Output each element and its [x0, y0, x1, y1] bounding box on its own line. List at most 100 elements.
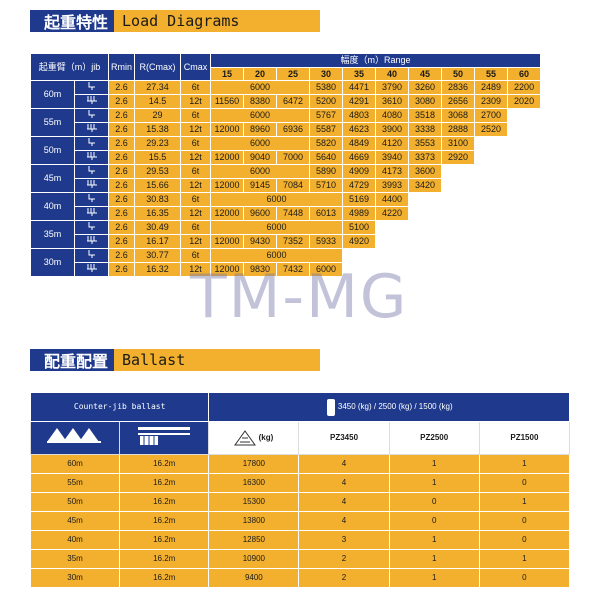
rmin-cell: 2.6	[108, 220, 136, 235]
load-row: 2.6 16.17 12t 12000 9430 7352 5933 4920	[31, 234, 542, 249]
load-value-cell: 2836	[441, 80, 476, 95]
rcmax-cell: 29	[134, 108, 182, 123]
empty-cell	[441, 178, 476, 193]
rmin-cell: 2.6	[108, 122, 136, 137]
load-row: 2.6 16.35 12t 12000 9600 7448 6013 4989 4220	[31, 206, 542, 221]
ballast-jib-cell: 30m	[29, 568, 121, 588]
load-value-cell: 2888	[441, 122, 476, 137]
hook-4-fall-icon	[73, 206, 110, 221]
range-header-50: 50	[441, 67, 476, 81]
cmax-cell: 6t	[180, 192, 212, 207]
load-value-cell: 6936	[276, 122, 311, 137]
jib-truss-icon	[47, 428, 102, 443]
rcmax-cell: 16.17	[134, 234, 182, 249]
load-value-cell: 2309	[474, 94, 509, 109]
load-row: 2.6 16.32 12t 12000 9830 7432 6000	[31, 262, 542, 277]
jib-length-cell: 50m	[30, 136, 75, 165]
range-header-35: 35	[342, 67, 377, 81]
load-value-cell: 5169	[342, 192, 377, 207]
empty-cell	[507, 234, 542, 249]
load-value-cell: 5933	[309, 234, 344, 249]
load-value-cell: 3068	[441, 108, 476, 123]
merged-load-cell: 6000	[210, 80, 311, 95]
cmax-cell: 12t	[180, 206, 212, 221]
load-value-cell: 9430	[243, 234, 278, 249]
load-value-cell: 4400	[375, 192, 410, 207]
empty-cell	[474, 234, 509, 249]
ballast-block-icon	[326, 399, 335, 416]
empty-cell	[375, 248, 410, 263]
load-value-cell: 3338	[408, 122, 443, 137]
ballast-kg-cell: 12850	[208, 530, 300, 550]
load-value-cell: 5587	[309, 122, 344, 137]
hook-2-fall-icon	[73, 248, 110, 263]
empty-cell	[474, 164, 509, 179]
load-value-cell: 7000	[276, 150, 311, 165]
load-value-cell: 2656	[441, 94, 476, 109]
rmin-cell: 2.6	[108, 94, 136, 109]
empty-cell	[375, 220, 410, 235]
load-value-cell: 4989	[342, 206, 377, 221]
ballast-kg-cell: 13800	[208, 511, 300, 531]
empty-cell	[507, 220, 542, 235]
rcmax-cell: 15.66	[134, 178, 182, 193]
hook-2-fall-icon	[73, 220, 110, 235]
load-value-cell: 4920	[342, 234, 377, 249]
ballast-length-cell: 16.2m	[119, 549, 210, 569]
ballast-row: 50m 16.2m 15300 4 0 1	[29, 492, 571, 512]
load-diagram-table: 起重臂（m）jib Rmin R(Cmax) Cmax 幅度（m）Range 1…	[29, 53, 542, 277]
hook-4-fall-icon	[73, 150, 110, 165]
header-counter-jib: Counter-jib ballast	[29, 392, 210, 422]
load-row: 2.6 14.5 12t 11560 8380 6472 5200 4291 3610 3080 2…	[31, 94, 542, 109]
load-value-cell: 6013	[309, 206, 344, 221]
load-value-cell: 4623	[342, 122, 377, 137]
ballast-kg-cell: 17800	[208, 454, 300, 474]
rcmax-cell: 27.34	[134, 80, 182, 95]
range-header-45: 45	[408, 67, 443, 81]
load-value-cell: 8380	[243, 94, 278, 109]
empty-cell	[441, 164, 476, 179]
header-jib: 起重臂（m）jib	[29, 53, 110, 81]
empty-cell	[474, 136, 509, 151]
ballast-pz1500-cell: 0	[478, 511, 571, 531]
load-row: 45m 2.6 29.53 6t 6000 5890 4909 4173 3600	[30, 164, 542, 193]
load-value-cell: 2920	[441, 150, 476, 165]
empty-cell	[474, 178, 509, 193]
load-value-cell: 5767	[309, 108, 344, 123]
range-header-60: 60	[507, 67, 542, 81]
empty-cell	[408, 206, 443, 221]
load-value-cell: 3260	[408, 80, 443, 95]
ballast-pz1500-cell: 1	[478, 492, 571, 512]
ballast-title-en: Ballast	[114, 349, 320, 371]
header-accent	[30, 10, 38, 32]
load-value-cell: 5380	[309, 80, 344, 95]
empty-cell	[408, 220, 443, 235]
range-header-40: 40	[375, 67, 410, 81]
empty-cell	[507, 178, 542, 193]
ballast-length-cell: 16.2m	[119, 473, 210, 493]
ballast-jib-cell: 45m	[29, 511, 121, 531]
cmax-cell: 12t	[180, 122, 212, 137]
ballast-pz2500-cell: 1	[388, 530, 480, 550]
ballast-jib-cell: 55m	[29, 473, 121, 493]
ballast-pz2500-cell: 1	[388, 568, 480, 588]
rmin-cell: 2.6	[108, 164, 136, 179]
range-header-25: 25	[276, 67, 311, 81]
header-ballast-weights: 3450 (kg) / 2500 (kg) / 1500 (kg)	[208, 392, 570, 422]
rcmax-cell: 15.38	[134, 122, 182, 137]
load-row: 50m 2.6 29.23 6t 6000 5820 4849 4120 3553 3100	[30, 136, 542, 165]
load-value-cell: 3993	[375, 178, 410, 193]
empty-cell	[408, 262, 443, 277]
rcmax-cell: 29.53	[134, 164, 182, 179]
load-value-cell: 9040	[243, 150, 278, 165]
rmin-cell: 2.6	[108, 192, 136, 207]
ballast-pz3450-cell: 4	[298, 454, 390, 474]
rmin-cell: 2.6	[108, 108, 136, 123]
ballast-pz3450-cell: 4	[298, 511, 390, 531]
load-value-cell: 7084	[276, 178, 311, 193]
hook-4-fall-icon	[73, 94, 110, 109]
header-rmin: Rmin	[108, 53, 136, 81]
weights-label: 3450 (kg) / 2500 (kg) / 1500 (kg)	[337, 402, 453, 412]
rmin-cell: 2.6	[108, 234, 136, 249]
ballast-jib-cell: 60m	[29, 454, 121, 474]
